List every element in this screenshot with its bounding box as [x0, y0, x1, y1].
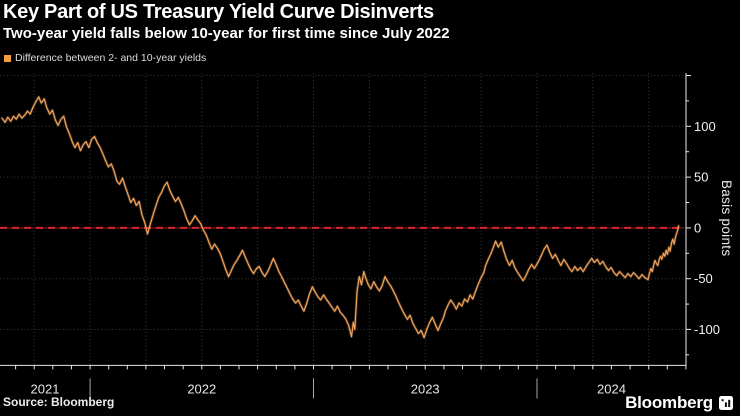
svg-text:-100: -100 — [694, 322, 720, 337]
bloomberg-brand: Bloomberg — [625, 393, 733, 413]
svg-text:2023: 2023 — [411, 381, 440, 396]
y-axis-title: Basis points — [719, 180, 734, 257]
bloomberg-chart-logo-icon — [719, 396, 733, 410]
legend-swatch-icon — [4, 54, 11, 62]
svg-text:100: 100 — [694, 119, 716, 134]
svg-text:50: 50 — [694, 170, 708, 185]
legend-label: Difference between 2- and 10-year yields — [15, 52, 207, 64]
svg-text:2024: 2024 — [597, 381, 626, 396]
chart-subtitle: Two-year yield falls below 10-year for f… — [3, 25, 450, 42]
bloomberg-wordmark: Bloomberg — [625, 393, 713, 412]
svg-text:2021: 2021 — [31, 381, 60, 396]
page-title: Key Part of US Treasury Yield Curve Disi… — [3, 1, 434, 23]
source-note: Source: Bloomberg — [3, 395, 115, 409]
svg-text:2022: 2022 — [187, 381, 216, 396]
legend: Difference between 2- and 10-year yields — [4, 52, 206, 64]
svg-text:-50: -50 — [694, 271, 713, 286]
svg-text:0: 0 — [694, 220, 701, 235]
